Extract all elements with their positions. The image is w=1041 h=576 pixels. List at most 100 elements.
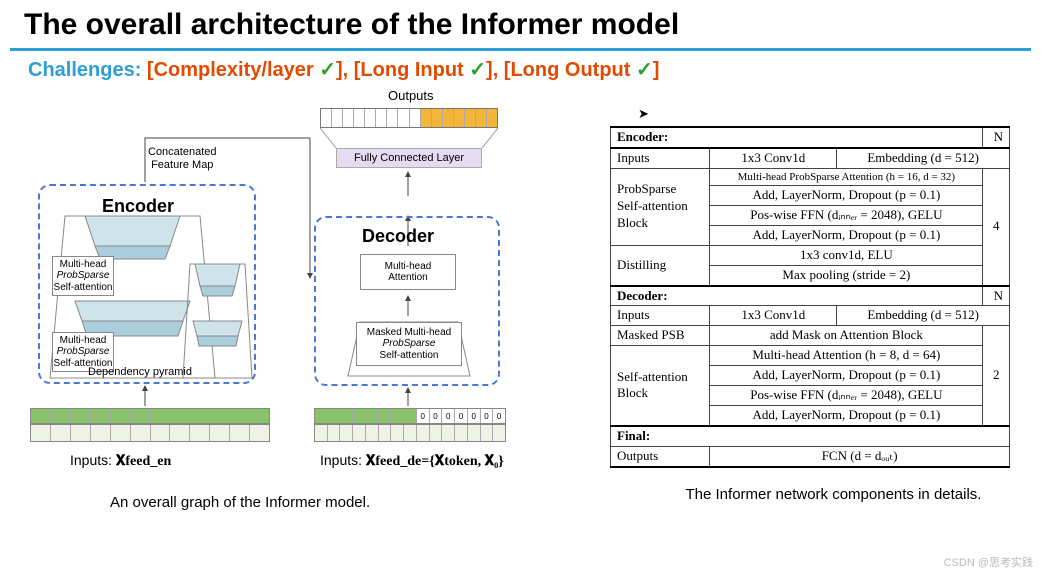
input-zero-cell: 0 <box>493 409 505 423</box>
input-cell <box>417 425 430 441</box>
input-cell <box>328 425 341 441</box>
title-underline <box>10 48 1031 51</box>
final-header: Final: <box>611 426 1010 446</box>
diagram-caption: An overall graph of the Informer model. <box>110 494 370 511</box>
output-cell <box>432 109 443 127</box>
cell: add Mask on Attention Block <box>710 326 983 346</box>
page-title: The overall architecture of the Informer… <box>0 0 1041 48</box>
input-cell <box>230 409 250 423</box>
n-header: N <box>983 286 1010 306</box>
l: Attention <box>361 272 455 284</box>
output-cell <box>332 109 343 127</box>
challenge-item-2: ], [Long Input <box>336 59 469 81</box>
input-cell <box>353 425 366 441</box>
row-label: Inputs <box>611 306 710 326</box>
input-cell <box>190 425 210 441</box>
check-icon: ✓ <box>636 59 653 81</box>
input-cell <box>379 409 392 423</box>
challenge-item-1: [Complexity/layer <box>147 59 319 81</box>
input-cell <box>51 409 71 423</box>
encoder-n: 4 <box>983 168 1010 285</box>
check-icon: ✓ <box>469 59 486 81</box>
input-cell <box>131 409 151 423</box>
challenge-item-4: ] <box>653 59 660 81</box>
output-cell <box>421 109 432 127</box>
cell: Add, LayerNorm, Dropout (p = 0.1) <box>710 405 983 425</box>
input-cell <box>468 425 481 441</box>
encoder-label: Encoder <box>102 196 174 217</box>
output-cell <box>387 109 398 127</box>
output-cell <box>443 109 454 127</box>
input-cell <box>340 409 353 423</box>
input-cell <box>353 409 366 423</box>
input-cell <box>379 425 392 441</box>
concat-l1: Concatenated <box>148 146 217 158</box>
output-cell <box>476 109 487 127</box>
input-cell <box>31 425 51 441</box>
input-cell <box>111 409 131 423</box>
input-cell <box>151 425 171 441</box>
input-cell <box>91 409 111 423</box>
outputs-label: Outputs <box>388 88 434 103</box>
cell: Multi-head ProbSparse Attention (h = 16,… <box>710 168 983 185</box>
cell: Pos-wise FFN (dᵢₙₙₑᵣ = 2048), GELU <box>710 385 983 405</box>
output-cell <box>487 109 497 127</box>
l: Masked Multi-head <box>357 327 461 339</box>
input-cell <box>366 409 379 423</box>
row-label: Masked PSB <box>611 326 710 346</box>
content-row: Outputs <box>0 82 1041 516</box>
output-cell <box>398 109 409 127</box>
cell: 1x3 conv1d, ELU <box>710 245 983 265</box>
input-zero-cell: 0 <box>442 409 455 423</box>
row-label: Distilling <box>611 245 710 285</box>
cell: FCN (d = dₒᵤₜ) <box>710 446 1010 466</box>
input-cell <box>391 425 404 441</box>
input-cell <box>190 409 210 423</box>
input-cell <box>210 425 230 441</box>
components-table-panel: Encoder: N Inputs 1x3 Conv1d Embedding (d… <box>570 86 1031 516</box>
cell: Add, LayerNorm, Dropout (p = 0.1) <box>710 366 983 386</box>
output-cell <box>343 109 354 127</box>
input-cell <box>170 409 190 423</box>
input-cell <box>31 409 51 423</box>
cell: Max pooling (stride = 2) <box>710 265 983 285</box>
output-cell <box>376 109 387 127</box>
encoder-header: Encoder: <box>611 127 983 148</box>
decoder-block-2: Masked Multi-head ProbSparse Self-attent… <box>356 322 462 366</box>
row-label: Outputs <box>611 446 710 466</box>
input-cell <box>111 425 131 441</box>
row-label: ProbSparseSelf-attentionBlock <box>611 168 710 245</box>
input-cell <box>250 425 269 441</box>
input-zero-cell: 0 <box>455 409 468 423</box>
p: Inputs: <box>70 452 116 468</box>
input-zero-cell: 0 <box>430 409 443 423</box>
input-cell <box>328 409 341 423</box>
input-cell <box>210 409 230 423</box>
encoder-input-bot <box>30 424 270 442</box>
decoder-input-bot <box>314 424 506 442</box>
input-cell <box>404 425 417 441</box>
input-cell <box>315 425 328 441</box>
inputs-label-decoder: Inputs: 𝐗feed_de={𝐗token, 𝐗₀} <box>320 452 504 470</box>
output-cell <box>365 109 376 127</box>
output-cell <box>454 109 465 127</box>
input-cell <box>442 425 455 441</box>
input-cell <box>91 425 111 441</box>
input-cell <box>481 425 494 441</box>
cell: 1x3 Conv1d <box>710 306 837 325</box>
cell: Pos-wise FFN (dᵢₙₙₑᵣ = 2048), GELU <box>710 205 983 225</box>
m: 𝐗feed_en <box>116 454 171 469</box>
input-cell <box>170 425 190 441</box>
input-cell <box>131 425 151 441</box>
l: Multi-head <box>361 261 455 273</box>
cell: Embedding (d = 512) <box>837 149 1009 168</box>
output-cell <box>321 109 332 127</box>
input-cell <box>430 425 443 441</box>
challenge-item-3: ], [Long Output <box>486 59 636 81</box>
input-cell <box>51 425 71 441</box>
input-zero-cell: 0 <box>481 409 494 423</box>
output-cell <box>354 109 365 127</box>
cell: Add, LayerNorm, Dropout (p = 0.1) <box>710 186 983 206</box>
encoder-block-1: Multi-head ProbSparse Self-attention <box>52 256 114 296</box>
input-cell <box>404 409 417 423</box>
